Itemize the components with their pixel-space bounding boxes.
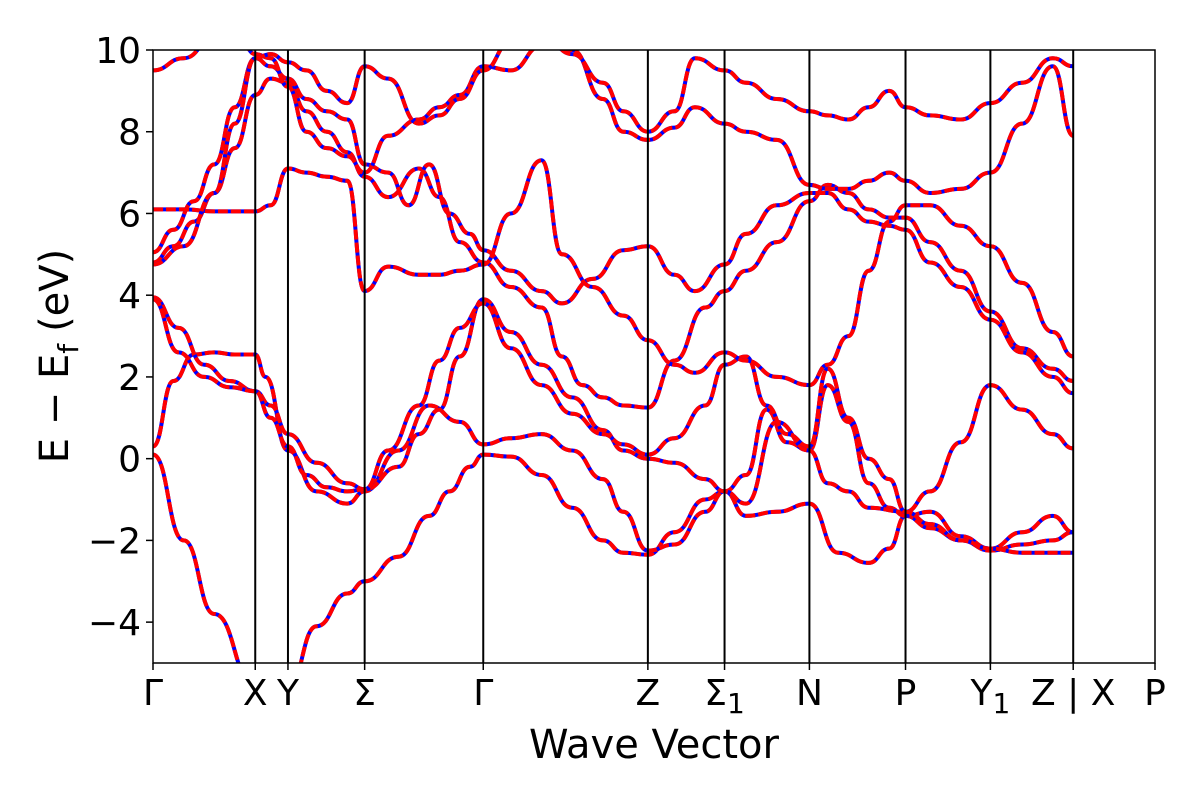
x-tick-label-4: Γ bbox=[473, 673, 493, 714]
x-tick-label-text: X bbox=[243, 673, 268, 714]
x-tick-label-text: Γ bbox=[143, 673, 163, 714]
x-tick-label-text: N bbox=[796, 673, 823, 714]
x-tick-label-text: P bbox=[895, 673, 917, 714]
y-tick-label-3: 2 bbox=[118, 358, 141, 399]
x-tick-label-text: Z bbox=[636, 673, 661, 714]
y-tick-label-6: 8 bbox=[118, 113, 141, 154]
x-tick-label-2: Y bbox=[276, 673, 300, 714]
x-tick-label-text: P bbox=[1144, 673, 1166, 714]
x-tick-label-text: Y bbox=[276, 673, 300, 714]
x-tick-label-0: Γ bbox=[143, 673, 163, 714]
band-1-red-dashed-line bbox=[153, 452, 1074, 663]
x-tick-label-9: Y1 bbox=[969, 673, 1010, 720]
y-axis-title: E − Ef (eV) bbox=[32, 249, 85, 464]
y-tick-label-4: 4 bbox=[118, 276, 141, 317]
x-tick-label-text: Σ bbox=[353, 673, 376, 714]
x-tick-label-text: Z | X bbox=[1031, 673, 1115, 714]
x-tick-label-3: Σ bbox=[353, 673, 376, 714]
x-tick-label-subscript: 1 bbox=[992, 687, 1010, 720]
y-tick-label-0: −4 bbox=[88, 603, 141, 644]
y-tick-label-5: 6 bbox=[118, 194, 141, 235]
plot-frame bbox=[152, 49, 1156, 664]
x-tick-label-1: X bbox=[243, 673, 268, 714]
x-tick-label-10: Z | X bbox=[1031, 673, 1115, 714]
band-4-red-dashed-line bbox=[153, 297, 1074, 555]
x-tick-label-6: Σ1 bbox=[704, 673, 745, 720]
y-tick-label-2: 0 bbox=[118, 440, 141, 481]
high-symmetry-lines bbox=[254, 50, 1075, 663]
y-axis-title-unit: (eV) bbox=[32, 249, 78, 332]
y-axis-ticks: −4 −2 0 2 4 6 8 10 bbox=[88, 31, 153, 644]
x-tick-label-text: Y bbox=[969, 673, 993, 714]
x-tick-label-11: P bbox=[1144, 673, 1166, 714]
y-tick-label-7: 10 bbox=[95, 31, 141, 72]
x-axis-title: Wave Vector bbox=[529, 722, 780, 768]
x-tick-label-text: Γ bbox=[473, 673, 493, 714]
x-tick-label-8: P bbox=[895, 673, 917, 714]
y-axis-title-main: E − E bbox=[32, 354, 78, 464]
x-tick-label-subscript: 1 bbox=[727, 687, 745, 720]
band-7-red-dashed-line bbox=[153, 158, 1074, 388]
y-tick-label-1: −2 bbox=[88, 521, 141, 562]
x-tick-label-5: Z bbox=[636, 673, 661, 714]
x-tick-label-7: N bbox=[796, 673, 823, 714]
y-axis-title-subscript: f bbox=[52, 343, 85, 354]
x-tick-label-text: Σ bbox=[704, 673, 727, 714]
